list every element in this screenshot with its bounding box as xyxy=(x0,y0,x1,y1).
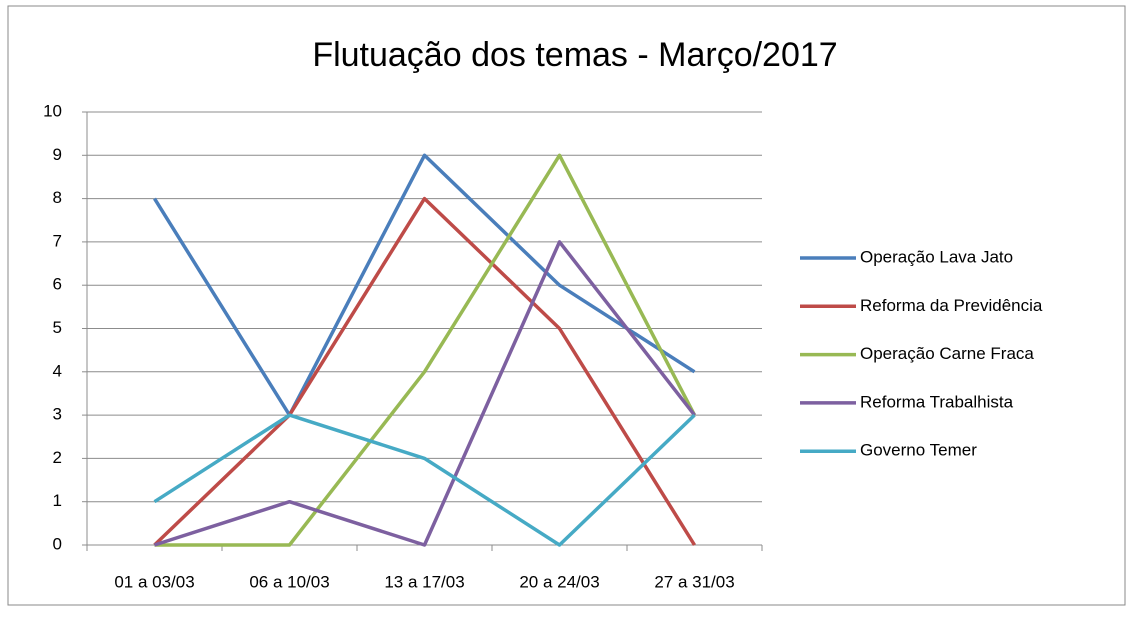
series-line xyxy=(153,153,696,417)
legend-label: Operação Lava Jato xyxy=(860,247,1013,266)
legend-label: Reforma Trabalhista xyxy=(860,392,1014,411)
y-tick-label: 9 xyxy=(53,145,62,164)
chart-title: Flutuação dos temas - Março/2017 xyxy=(312,36,837,74)
series-line xyxy=(153,240,696,547)
y-tick-label: 1 xyxy=(53,491,62,510)
legend-label: Reforma da Previdência xyxy=(860,296,1043,315)
y-tick-label: 5 xyxy=(53,318,62,337)
y-tick-label: 4 xyxy=(53,361,62,380)
x-tick-label: 06 a 10/03 xyxy=(249,572,329,591)
y-tick-label: 6 xyxy=(53,275,62,294)
y-tick-label: 8 xyxy=(53,188,62,207)
x-tick-label: 13 a 17/03 xyxy=(384,572,464,591)
series-line xyxy=(153,413,696,547)
y-tick-label: 3 xyxy=(53,405,62,424)
x-tick-label: 01 a 03/03 xyxy=(114,572,194,591)
y-tick-label: 10 xyxy=(43,101,62,120)
y-tick-label: 2 xyxy=(53,448,62,467)
y-tick-label: 7 xyxy=(53,231,62,250)
series-line xyxy=(154,153,697,547)
series-line xyxy=(153,196,696,547)
x-tick-label: 20 a 24/03 xyxy=(519,572,599,591)
y-tick-label: 0 xyxy=(53,534,62,553)
x-tick-label: 27 a 31/03 xyxy=(654,572,734,591)
legend-label: Operação Carne Fraca xyxy=(860,344,1034,363)
legend-label: Governo Temer xyxy=(860,441,977,460)
